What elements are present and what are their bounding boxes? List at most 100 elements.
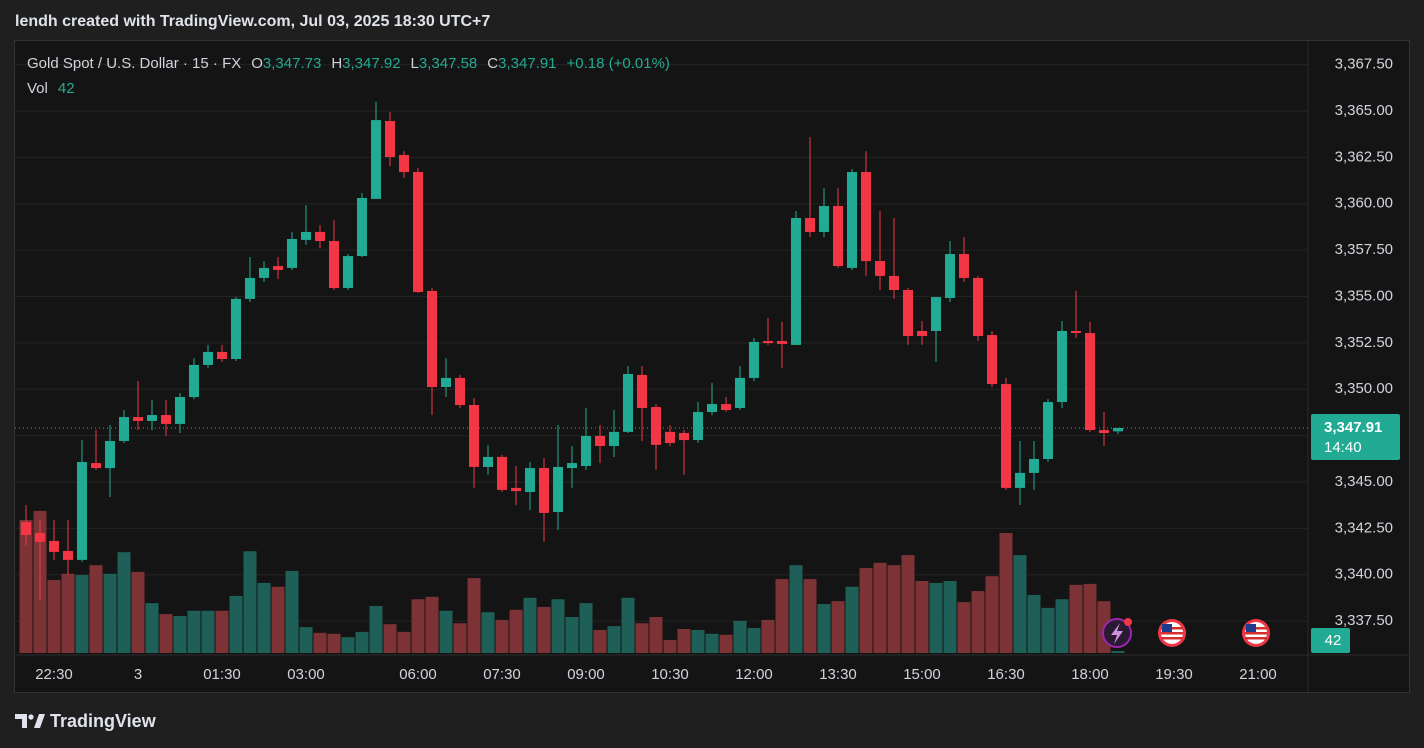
candle-body xyxy=(259,267,269,278)
candle-body xyxy=(189,364,199,398)
candle-body xyxy=(637,374,647,408)
volume-bar xyxy=(1027,594,1041,653)
volume-bar xyxy=(635,623,649,653)
candle-body xyxy=(903,289,913,336)
volume-bar xyxy=(173,616,187,653)
volume-bar xyxy=(971,591,985,653)
volume-bar xyxy=(705,633,719,653)
candle-body xyxy=(931,297,941,331)
volume-bar xyxy=(257,582,271,653)
volume-bar xyxy=(117,552,131,653)
candle-body xyxy=(133,417,143,421)
candle-body xyxy=(119,417,129,441)
volume-bar xyxy=(733,620,747,653)
candle-body xyxy=(973,277,983,336)
candle-body xyxy=(343,256,353,288)
x-tick-label: 16:30 xyxy=(987,666,1025,683)
volume-bar xyxy=(943,581,957,653)
low-value: 3,347.58 xyxy=(418,55,478,72)
candle-body xyxy=(1057,330,1067,403)
x-tick-label: 18:00 xyxy=(1071,666,1109,683)
candle-body xyxy=(525,468,535,492)
volume-bar xyxy=(467,578,481,653)
volume-bar xyxy=(817,604,831,653)
volume-bar xyxy=(243,551,257,653)
volume-bar xyxy=(719,634,733,653)
volume-bar xyxy=(537,606,551,653)
x-tick-label: 09:00 xyxy=(567,666,605,683)
volume-bar xyxy=(789,565,803,653)
volume-bar xyxy=(271,586,285,653)
candle-body xyxy=(1113,428,1123,432)
chart-panel xyxy=(14,40,1410,693)
candle-body xyxy=(63,550,73,560)
close-key: C xyxy=(487,55,499,72)
candle-body xyxy=(805,218,815,232)
volume-bar xyxy=(145,603,159,653)
volume-bar xyxy=(579,603,593,653)
volume-bar xyxy=(299,627,313,653)
volume-bar xyxy=(887,565,901,653)
event-icon[interactable] xyxy=(1102,618,1132,648)
candle-layer xyxy=(21,101,1123,600)
legend: Gold Spot / U.S. Dollar · 15 · FX O 3,347… xyxy=(27,54,670,99)
candle-body xyxy=(511,487,521,492)
volume-bar xyxy=(439,610,453,653)
volume-bar xyxy=(593,629,607,653)
candle-body xyxy=(21,522,31,536)
volume-bar xyxy=(523,597,537,653)
candle-body xyxy=(959,254,969,278)
candle-body xyxy=(791,218,801,345)
candle-body xyxy=(77,461,87,560)
open-value: 3,347.73 xyxy=(262,55,322,72)
x-tick-label: 19:30 xyxy=(1155,666,1193,683)
y-tick-label: 3,362.50 xyxy=(1335,148,1393,165)
x-tick-label: 13:30 xyxy=(819,666,857,683)
volume-bar xyxy=(873,562,887,653)
volume-bar xyxy=(999,533,1013,653)
price-badge-value: 3,347.91 xyxy=(1324,419,1382,436)
candle-body xyxy=(231,298,241,360)
volume-bar xyxy=(761,619,775,653)
volume-bar xyxy=(481,612,495,653)
candle-body xyxy=(105,440,115,469)
volume-layer xyxy=(19,510,1125,653)
volume-bar xyxy=(187,610,201,653)
candle-body xyxy=(567,463,577,469)
open-key: O xyxy=(251,55,263,72)
volume-bar xyxy=(663,640,677,653)
y-tick-label: 3,337.50 xyxy=(1335,612,1393,629)
candle-body xyxy=(469,405,479,467)
event-icon[interactable] xyxy=(1158,619,1186,647)
candle-body xyxy=(847,172,857,268)
candle-body xyxy=(161,415,171,424)
y-tick-label: 3,367.50 xyxy=(1335,56,1393,73)
event-icon[interactable] xyxy=(1242,619,1270,647)
y-tick-label: 3,352.50 xyxy=(1335,334,1393,351)
candle-body xyxy=(273,266,283,270)
candle-body xyxy=(581,435,591,467)
volume-bar xyxy=(1083,583,1097,653)
x-tick-label: 21:00 xyxy=(1239,666,1277,683)
candle-body xyxy=(287,238,297,268)
candle-body xyxy=(749,341,759,378)
x-tick-label: 01:30 xyxy=(203,666,241,683)
volume-bar xyxy=(957,602,971,653)
candle-body xyxy=(609,431,619,446)
y-tick-label: 3,340.00 xyxy=(1335,566,1393,583)
volume-bar xyxy=(369,605,383,653)
volume-bar xyxy=(691,629,705,653)
y-tick-label: 3,355.00 xyxy=(1335,287,1393,304)
volume-bar xyxy=(607,626,621,653)
candle-body xyxy=(735,377,745,408)
volume-bar xyxy=(411,599,425,653)
price-badge xyxy=(1311,414,1400,461)
volume-bar xyxy=(61,573,75,653)
volume-bar xyxy=(1111,650,1125,653)
candle-body xyxy=(1001,384,1011,488)
candle-body xyxy=(875,261,885,276)
volume-bar xyxy=(355,631,369,653)
volume-bar xyxy=(47,580,61,653)
volume-bar xyxy=(453,623,467,653)
